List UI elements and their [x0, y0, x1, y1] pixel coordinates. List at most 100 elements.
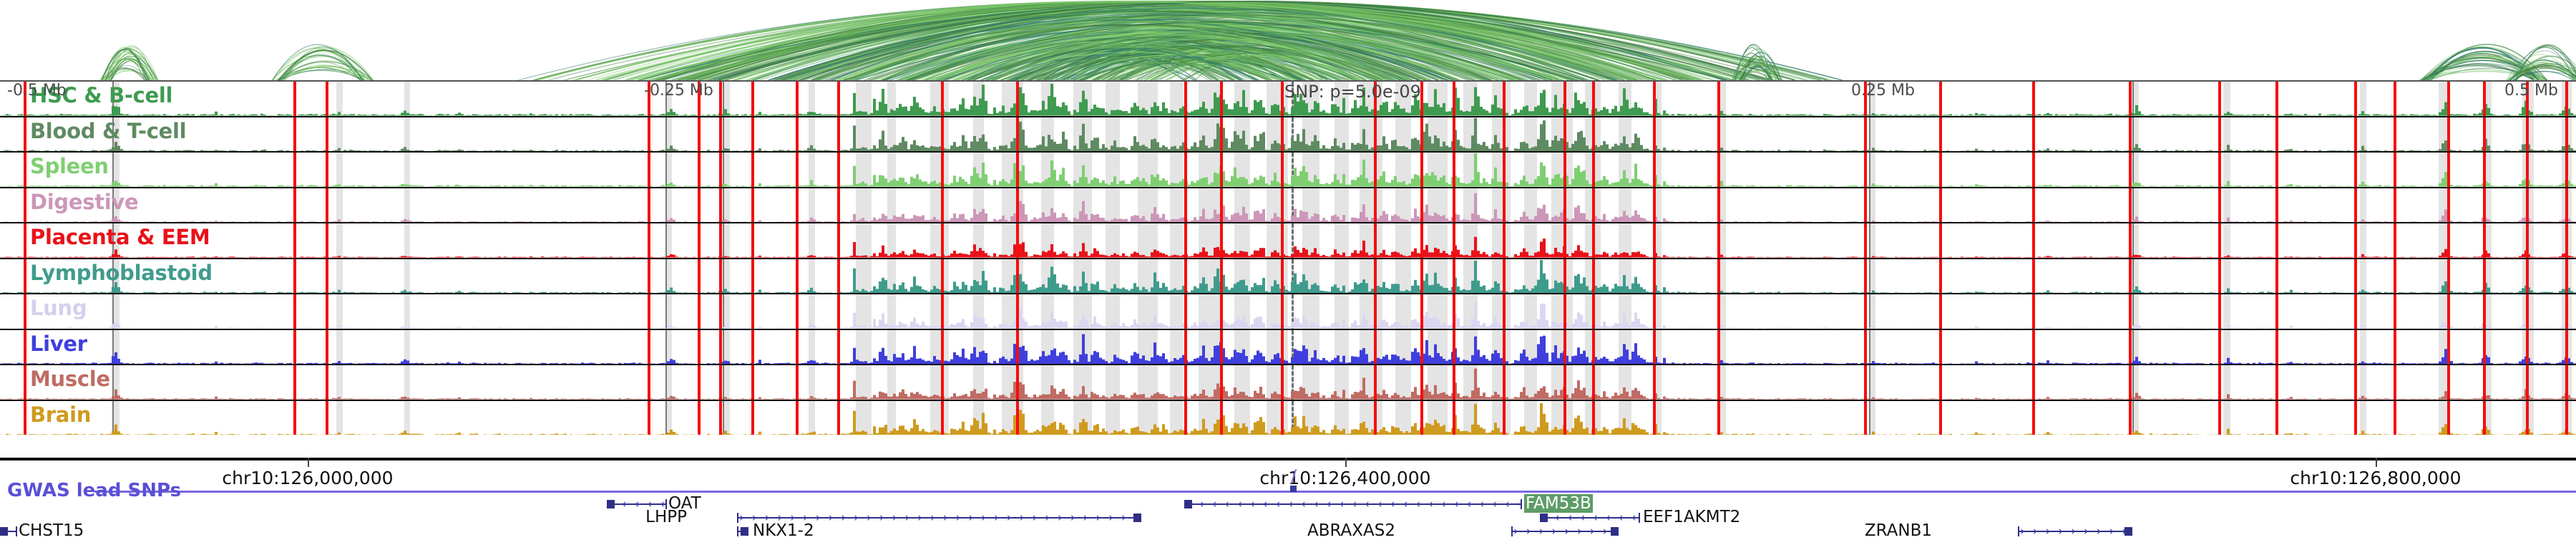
- gwas-snp-tick[interactable]: [837, 153, 840, 187]
- gwas-snp-tick[interactable]: [796, 223, 799, 258]
- gwas-snp-tick[interactable]: [698, 188, 701, 222]
- gwas-snp-tick[interactable]: [1653, 329, 1656, 364]
- gwas-snp-tick[interactable]: [2526, 153, 2529, 187]
- gwas-snp-tick[interactable]: [1653, 294, 1656, 329]
- gwas-snp-tick[interactable]: [326, 117, 328, 151]
- gwas-snp-tick[interactable]: [2565, 365, 2568, 400]
- gwas-snp-tick[interactable]: [2032, 153, 2035, 187]
- gwas-snp-tick[interactable]: [2526, 329, 2529, 364]
- gwas-snp-tick[interactable]: [1503, 400, 1506, 435]
- gwas-snp-tick[interactable]: [2394, 153, 2396, 187]
- signal-track-liver[interactable]: Liver: [0, 329, 2576, 365]
- gwas-snp-tick[interactable]: [2394, 259, 2396, 293]
- gwas-snp-tick[interactable]: [326, 188, 328, 222]
- gwas-snp-tick[interactable]: [1592, 400, 1595, 435]
- gwas-snp-tick[interactable]: [1717, 117, 1720, 151]
- gwas-snp-tick[interactable]: [648, 365, 650, 400]
- gwas-snp-tick[interactable]: [1184, 117, 1187, 151]
- gwas-snp-tick[interactable]: [326, 153, 328, 187]
- gwas-snp-tick[interactable]: [2483, 188, 2486, 222]
- gwas-snp-tick[interactable]: [2394, 400, 2396, 435]
- gwas-snp-tick[interactable]: [1717, 400, 1720, 435]
- gwas-snp-tick[interactable]: [2565, 223, 2568, 258]
- gwas-snp-tick[interactable]: [2275, 294, 2278, 329]
- gwas-snp-tick[interactable]: [719, 82, 722, 116]
- gwas-snp-tick[interactable]: [24, 294, 26, 329]
- gwas-snp-tick[interactable]: [1016, 294, 1019, 329]
- gwas-snp-tick[interactable]: [1503, 117, 1506, 151]
- gwas-snp-tick[interactable]: [2447, 82, 2450, 116]
- gwas-snp-tick[interactable]: [648, 400, 650, 435]
- gwas-snp-tick[interactable]: [2218, 259, 2221, 293]
- gwas-snp-tick[interactable]: [719, 223, 722, 258]
- gwas-snp-tick[interactable]: [796, 82, 799, 116]
- gwas-snp-tick[interactable]: [837, 188, 840, 222]
- gwas-snp-tick[interactable]: [24, 400, 26, 435]
- gwas-snp-tick[interactable]: [648, 294, 650, 329]
- gwas-snp-tick[interactable]: [648, 259, 650, 293]
- gwas-snp-tick[interactable]: [2526, 400, 2529, 435]
- gwas-snp-tick[interactable]: [698, 259, 701, 293]
- gwas-snp-tick[interactable]: [719, 329, 722, 364]
- gwas-snp-tick[interactable]: [2565, 400, 2568, 435]
- gwas-snp-tick[interactable]: [1939, 223, 1942, 258]
- gwas-snp-tick[interactable]: [648, 153, 650, 187]
- gwas-snp-tick[interactable]: [1184, 294, 1187, 329]
- gwas-snp-tick[interactable]: [1374, 259, 1377, 293]
- gwas-snp-tick[interactable]: [1420, 82, 1423, 116]
- gwas-snp-tick[interactable]: [698, 294, 701, 329]
- gwas-snp-tick[interactable]: [2275, 259, 2278, 293]
- gwas-snp-tick[interactable]: [1374, 117, 1377, 151]
- gwas-snp-tick[interactable]: [2526, 365, 2529, 400]
- gwas-snp-tick[interactable]: [796, 117, 799, 151]
- gwas-snp-tick[interactable]: [1864, 82, 1867, 116]
- gwas-snp-tick[interactable]: [2032, 82, 2035, 116]
- gwas-snp-tick[interactable]: [1653, 188, 1656, 222]
- gwas-snp-tick[interactable]: [2129, 259, 2132, 293]
- gwas-snp-tick[interactable]: [796, 329, 799, 364]
- gwas-snp-tick[interactable]: [2129, 82, 2132, 116]
- gwas-snp-tick[interactable]: [1717, 153, 1720, 187]
- gwas-snp-tick[interactable]: [2447, 294, 2450, 329]
- gwas-snp-tick[interactable]: [1374, 365, 1377, 400]
- gwas-snp-tick[interactable]: [698, 117, 701, 151]
- gwas-snp-tick[interactable]: [648, 188, 650, 222]
- gwas-snp-tick[interactable]: [1717, 329, 1720, 364]
- gwas-snp-tick[interactable]: [1503, 365, 1506, 400]
- gwas-snp-tick[interactable]: [837, 259, 840, 293]
- gwas-snp-tick[interactable]: [2275, 188, 2278, 222]
- gwas-snp-tick[interactable]: [2218, 223, 2221, 258]
- gwas-snp-tick[interactable]: [1374, 82, 1377, 116]
- gwas-snp-tick[interactable]: [2526, 82, 2529, 116]
- gwas-snp-tick[interactable]: [1503, 153, 1506, 187]
- gwas-snp-tick[interactable]: [1503, 188, 1506, 222]
- gwas-snp-tick[interactable]: [1592, 188, 1595, 222]
- gwas-snp-tick[interactable]: [1220, 400, 1223, 435]
- gwas-snp-tick[interactable]: [1717, 259, 1720, 293]
- gwas-snp-tick[interactable]: [1939, 259, 1942, 293]
- gwas-snp-tick[interactable]: [326, 329, 328, 364]
- gwas-snp-tick[interactable]: [1281, 294, 1284, 329]
- gwas-snp-tick[interactable]: [2129, 329, 2132, 364]
- signal-track-lung[interactable]: Lung: [0, 294, 2576, 330]
- gwas-snp-tick[interactable]: [719, 153, 722, 187]
- signal-track-blood-t-cell[interactable]: Blood & T-cell: [0, 117, 2576, 153]
- gwas-snp-tick[interactable]: [1281, 82, 1284, 116]
- gwas-snp-tick[interactable]: [751, 400, 754, 435]
- gwas-snp-tick[interactable]: [1939, 82, 1942, 116]
- gwas-snp-tick[interactable]: [1563, 294, 1566, 329]
- gwas-snp-tick[interactable]: [2483, 117, 2486, 151]
- gwas-snp-tick[interactable]: [719, 188, 722, 222]
- gwas-snp-tick[interactable]: [2394, 188, 2396, 222]
- gwas-lead-snp-marker[interactable]: [1290, 486, 1297, 492]
- gwas-snp-tick[interactable]: [2483, 294, 2486, 329]
- gwas-snp-tick[interactable]: [1503, 82, 1506, 116]
- gwas-snp-tick[interactable]: [2354, 365, 2357, 400]
- gwas-snp-tick[interactable]: [1281, 329, 1284, 364]
- gwas-snp-tick[interactable]: [1864, 259, 1867, 293]
- gwas-snp-tick[interactable]: [2032, 294, 2035, 329]
- gwas-snp-tick[interactable]: [1220, 365, 1223, 400]
- gwas-snp-tick[interactable]: [2394, 329, 2396, 364]
- gwas-snp-tick[interactable]: [698, 82, 701, 116]
- gwas-snp-tick[interactable]: [751, 294, 754, 329]
